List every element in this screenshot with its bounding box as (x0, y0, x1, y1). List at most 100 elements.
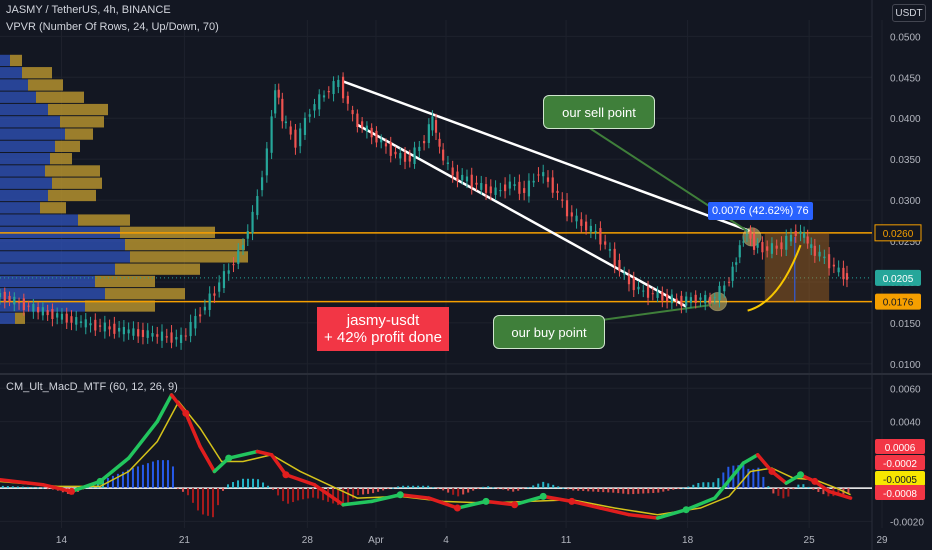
macd-line-seg-9 (198, 444, 217, 474)
macd-line-seg-19 (427, 496, 460, 510)
macd-hist-81 (407, 485, 410, 489)
time-tick-label-1: 21 (179, 535, 191, 546)
macd-hist-136 (682, 487, 685, 489)
macd-hist-85 (427, 485, 430, 489)
vp-bar-up-4 (0, 103, 48, 116)
macd-cross-dot-10 (225, 454, 233, 462)
vp-bar-up-5 (0, 116, 60, 128)
macd-line-seg-26 (627, 512, 660, 520)
candle-body-171 (794, 230, 797, 237)
macd-hist-20 (101, 479, 104, 489)
candle-body-48 (227, 270, 230, 274)
macd-hist-120 (602, 488, 605, 493)
candle-body-106 (494, 187, 497, 195)
macd-hist-3 (16, 486, 19, 489)
macd-line-seg-30 (741, 453, 760, 465)
macd-hist-156 (782, 488, 785, 499)
macd-tick-label-0: -0.0020 (890, 517, 924, 528)
candle-body-40 (189, 321, 192, 337)
macd-hist-90 (452, 488, 455, 495)
candle-body-128 (599, 228, 602, 245)
vp-bar-down-2 (28, 79, 63, 91)
macd-cross-dot-7 (182, 409, 190, 417)
macd-hist-164 (822, 488, 825, 495)
macd-hist-86 (432, 487, 435, 489)
sell-point-callout[interactable]: our sell point (543, 95, 655, 129)
candle-body-102 (475, 182, 478, 185)
macd-line-seg-7 (169, 393, 188, 415)
macd-line-seg-3 (69, 479, 102, 494)
macd-hist-4 (21, 486, 24, 489)
macd-value-tag-1: -0.0002 (883, 459, 917, 470)
macd-tag-bg-3 (875, 485, 925, 500)
macd-line-seg-11 (226, 449, 260, 460)
macd-hist-83 (417, 485, 420, 489)
macd-hist-76 (382, 488, 385, 491)
macd-hist-114 (572, 488, 575, 491)
candle-body-22 (103, 322, 106, 332)
candle-body-158 (738, 245, 741, 258)
candle-body-55 (260, 177, 264, 191)
price-tick-label-8: 0.0500 (890, 32, 921, 43)
macd-hist-124 (622, 488, 625, 494)
candle-body-3 (13, 296, 16, 305)
candle-body-110 (513, 184, 516, 186)
macd-hist-54 (272, 488, 275, 490)
candle-body-115 (537, 174, 540, 176)
vp-bar-up-10 (0, 177, 52, 189)
macd-tick-label-2: 0.0040 (890, 418, 921, 429)
candle-body-61 (284, 121, 288, 124)
macd-hist-142 (712, 482, 715, 489)
candle-body-24 (113, 323, 116, 334)
current-price-tag: 0.0205 (883, 274, 914, 285)
candle-body-95 (442, 149, 445, 161)
macd-line-seg-25 (598, 506, 631, 517)
vp-bar-down-0 (10, 54, 22, 67)
candle-body-30 (141, 329, 145, 337)
profit-callout[interactable]: jasmy-usdt + 42% profit done (317, 307, 449, 351)
candle-body-49 (232, 264, 235, 266)
macd-line-seg-1 (0, 478, 45, 487)
macd-hist-127 (637, 488, 640, 494)
time-tick-label-5: 11 (561, 535, 572, 546)
macd-hist-93 (467, 488, 470, 493)
indicator-label[interactable]: VPVR (Number Of Rows, 24, Up/Down, 70) (6, 21, 219, 33)
macd-hist-6 (31, 487, 34, 489)
candle-body-52 (246, 231, 249, 239)
candle-body-5 (22, 298, 25, 311)
vp-bar-up-3 (0, 91, 36, 103)
vp-bar-down-6 (65, 128, 93, 140)
macd-title[interactable]: CM_Ult_MacD_MTF (60, 12, 26, 9) (6, 381, 178, 393)
macd-hist-72 (362, 488, 365, 495)
candle-body-8 (37, 307, 40, 313)
macd-line-seg-12 (255, 449, 274, 457)
candle-body-88 (413, 147, 416, 165)
macd-line-seg-29 (713, 461, 746, 500)
macd-cross-dot-27 (682, 506, 690, 514)
candle-body-74 (346, 95, 349, 104)
candle-body-134 (627, 275, 631, 285)
candle-body-139 (651, 293, 654, 295)
macd-hist-161 (807, 486, 810, 489)
candle-body-163 (756, 243, 759, 248)
chart-title: JASMY / TetherUS, 4h, BINANCE (6, 4, 171, 16)
currency-button[interactable]: USDT (892, 4, 926, 22)
macd-hist-31 (156, 460, 159, 489)
buy-point-callout[interactable]: our buy point (493, 315, 605, 349)
macd-hist-109 (547, 483, 550, 489)
candle-body-174 (806, 236, 809, 244)
vp-bar-up-21 (0, 312, 15, 324)
candle-body-148 (694, 294, 697, 303)
vp-bar-up-2 (0, 79, 28, 91)
candle-body-19 (89, 323, 92, 326)
candle-body-50 (237, 250, 240, 264)
macd-line-seg-22 (512, 494, 545, 507)
candle-body-77 (361, 121, 364, 128)
macd-hist-46 (232, 482, 235, 489)
macd-hist-33 (166, 460, 169, 489)
candle-body-34 (160, 331, 164, 341)
candle-body-78 (365, 125, 369, 132)
candle-body-44 (208, 293, 211, 310)
candle-body-17 (79, 321, 83, 323)
candle-body-146 (685, 296, 688, 306)
